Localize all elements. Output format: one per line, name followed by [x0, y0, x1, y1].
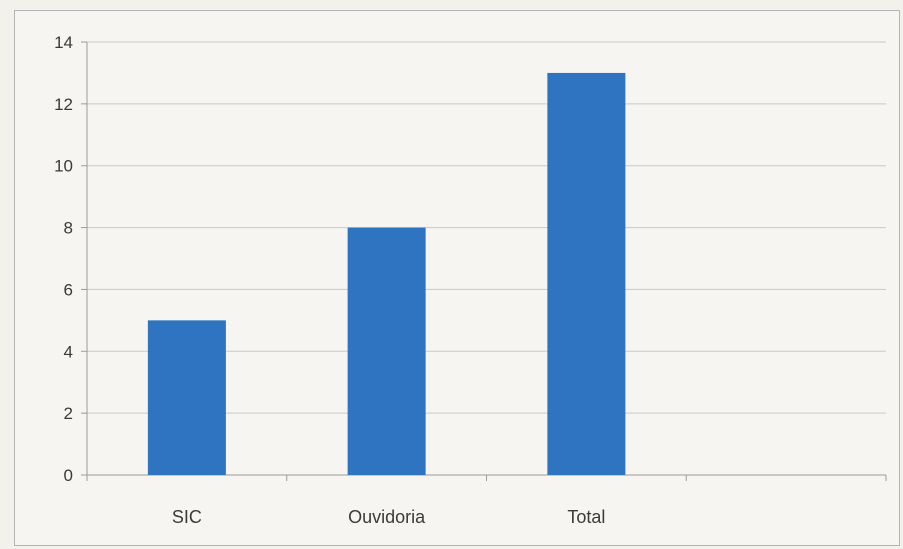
bar-ouvidoria [347, 227, 426, 475]
labels: 0 2 4 6 8 10 12 14 SIC Ouvidoria Total [54, 33, 605, 527]
bars [147, 72, 626, 475]
x-category-label: Total [567, 507, 605, 527]
x-category-label: Ouvidoria [348, 507, 426, 527]
y-tick-label: 8 [64, 219, 73, 238]
x-category-label: SIC [172, 507, 202, 527]
y-tick-label: 4 [64, 342, 73, 361]
y-tick-label: 6 [64, 280, 73, 299]
y-tick-label: 2 [64, 404, 73, 423]
y-tick-label: 14 [54, 33, 73, 52]
y-tick-label: 0 [64, 466, 73, 485]
bar-total [547, 72, 626, 475]
bar-sic [147, 320, 226, 475]
y-tick-label: 10 [54, 157, 73, 176]
y-tick-label: 12 [54, 95, 73, 114]
